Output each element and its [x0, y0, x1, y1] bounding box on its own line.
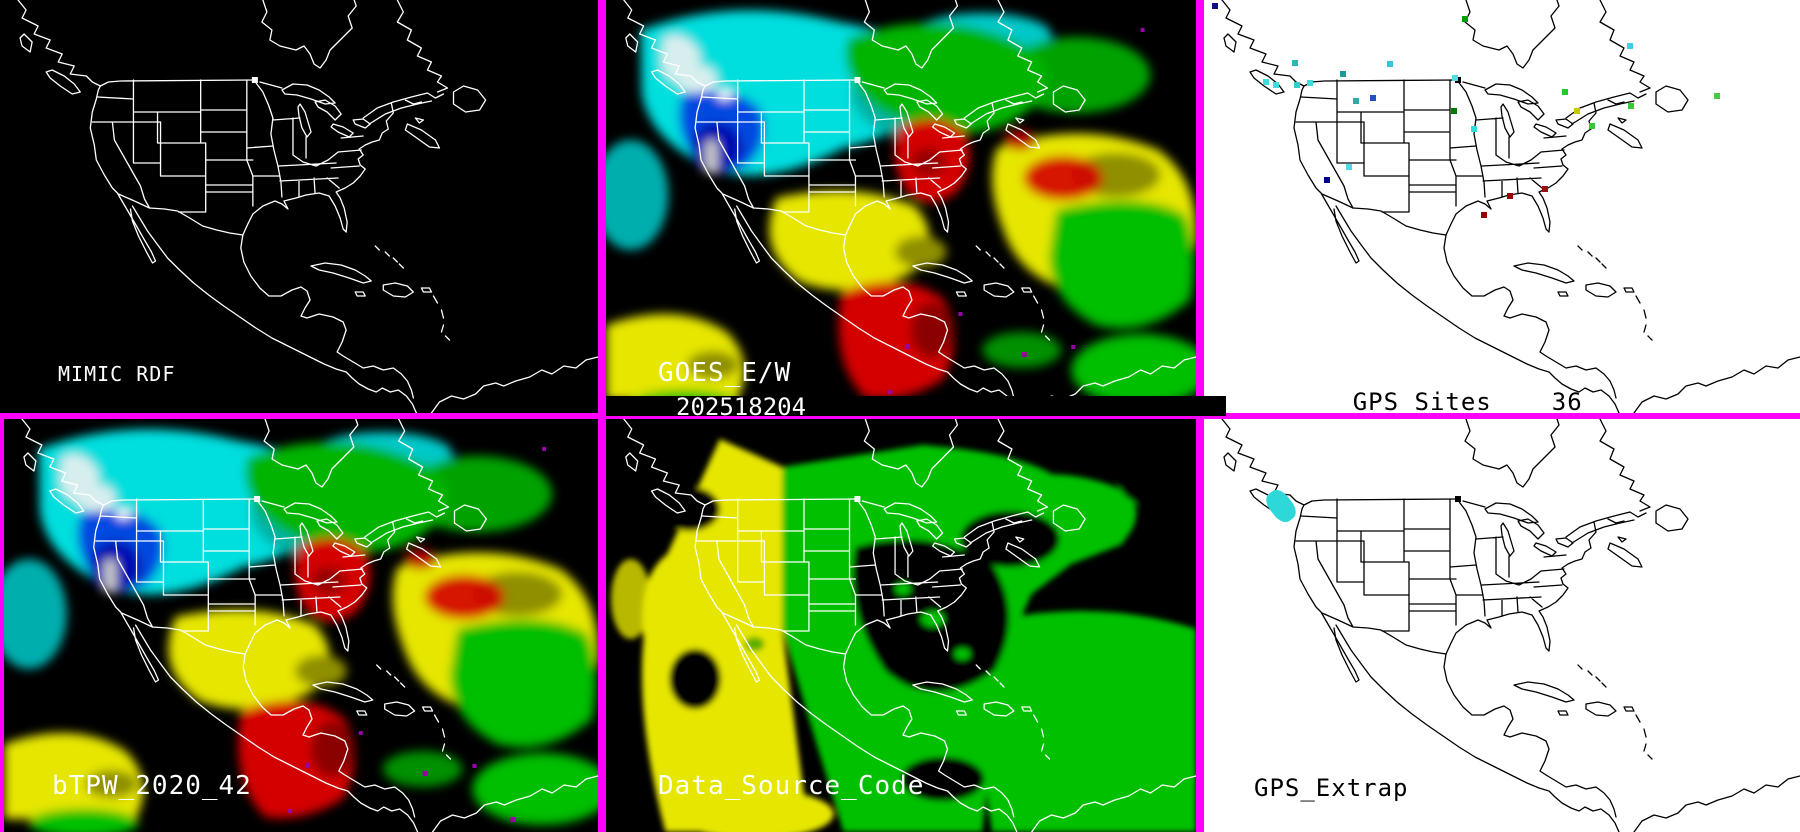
gps-site-dot [1273, 82, 1279, 88]
panel-gps-sites: GPS Sites 36 [1204, 0, 1800, 413]
panel-label-btpw: bTPW_2020_42 [52, 771, 252, 801]
north-america-outline-map [1204, 419, 1800, 832]
gps-site-dot [1714, 93, 1720, 99]
gps-sites-label: GPS Sites [1352, 388, 1492, 413]
gps-site-dot [1471, 126, 1477, 132]
gps-site-dot [1294, 82, 1300, 88]
panel-label-data-source-code: Data_Source_Code [658, 771, 925, 801]
panel-btpw: bTPW_2020_42 [4, 419, 598, 832]
timestamp-bar: 202518204 [606, 393, 1226, 421]
gps-site-dot [1507, 193, 1513, 199]
panel-data-source-code: Data_Source_Code [606, 419, 1196, 832]
gps-site-dot [1451, 108, 1457, 114]
divider-left-edge-bottom [0, 413, 4, 832]
panel-label-gps-sites: GPS Sites 36 [1260, 360, 1583, 413]
gps-site-dot [1370, 95, 1376, 101]
gps-sites-count: 36 [1551, 388, 1583, 413]
gps-site-dot [1452, 75, 1458, 81]
north-america-outline-map [606, 0, 1196, 397]
gps-site-dot [1574, 108, 1580, 114]
gps-site-dot [1263, 79, 1269, 85]
gps-site-dot [1562, 89, 1568, 95]
gps-site-dot [1462, 16, 1468, 22]
gps-site-dot [1542, 186, 1548, 192]
gps-site-dot [1324, 177, 1330, 183]
gps-site-dot [1589, 123, 1595, 129]
panel-label-mimic-rdf: MIMIC RDF [58, 362, 176, 386]
gps-site-dot [1346, 164, 1352, 170]
panel-goes-ew: GOES_E/W [606, 0, 1196, 397]
gps-site-dot [1353, 98, 1359, 104]
panel-label-goes-ew: GOES_E/W [658, 358, 792, 388]
panel-label-gps-extrap: GPS_Extrap [1254, 774, 1409, 802]
north-america-outline-map [0, 0, 598, 413]
gps-site-dot [1307, 80, 1313, 86]
gps-site-dot [1292, 60, 1298, 66]
panel-mimic-rdf: MIMIC RDF [0, 0, 598, 413]
gps-site-dot [1387, 61, 1393, 67]
timestamp-text: 202518204 [676, 393, 807, 421]
gps-site-dot [1481, 212, 1487, 218]
gps-site-dot [1628, 103, 1634, 109]
gps-site-dot [1627, 43, 1633, 49]
gps-site-dot [1340, 71, 1346, 77]
gps-site-dot [1212, 3, 1218, 9]
divider-horizontal [0, 413, 1800, 419]
panel-gps-extrap: GPS_Extrap [1204, 419, 1800, 832]
